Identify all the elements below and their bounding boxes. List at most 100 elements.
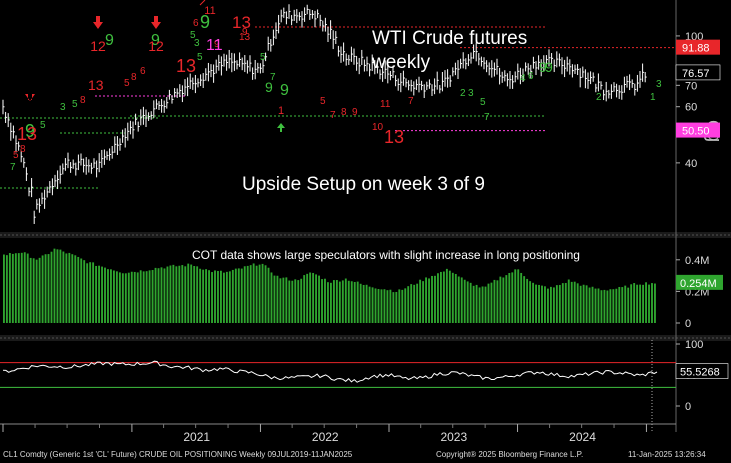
td-count-13: 13 bbox=[17, 124, 37, 144]
cot-bar bbox=[335, 280, 338, 323]
td-minor-count: 7 bbox=[270, 72, 276, 83]
td-minor-count: 1 bbox=[650, 92, 656, 103]
cot-bar bbox=[511, 272, 514, 323]
cot-bar bbox=[217, 270, 219, 323]
td-minor-count: 3 bbox=[194, 38, 200, 49]
cot-bar bbox=[178, 265, 181, 323]
osc-tick-label: 100 bbox=[685, 339, 703, 351]
td-count-9: 9 bbox=[200, 12, 210, 32]
price-level-tag bbox=[675, 64, 721, 81]
footer-ticker: CL1 Comdty (Generic 1st 'CL' Future) CRU… bbox=[3, 450, 353, 459]
td-minor-count: 7 bbox=[408, 96, 414, 107]
td-count-9: 9 bbox=[545, 59, 553, 75]
td-minor-count: 5 bbox=[320, 96, 326, 107]
td-minor-count: 2 bbox=[596, 92, 602, 103]
cot-bar bbox=[104, 267, 106, 323]
td-count-9: 9 bbox=[151, 32, 160, 49]
cot-bar bbox=[3, 254, 5, 323]
cot-bar bbox=[95, 265, 98, 323]
year-label: 2022 bbox=[312, 430, 339, 444]
cot-bar bbox=[112, 270, 115, 323]
cot-bar bbox=[169, 265, 172, 323]
cot-bar bbox=[288, 280, 291, 323]
cot-bar bbox=[362, 285, 365, 323]
cot-bar bbox=[101, 266, 103, 323]
cot-bar bbox=[86, 263, 89, 323]
td-minor-count: 5 bbox=[260, 52, 266, 63]
cot-bar bbox=[541, 285, 543, 323]
cot-bar bbox=[389, 289, 392, 323]
td-minor-count: 8 bbox=[80, 95, 86, 106]
cot-bar bbox=[350, 281, 353, 323]
cot-bar bbox=[163, 268, 166, 323]
oscillator-panel: 05010055.5268 bbox=[0, 339, 729, 413]
sell-arrow-icon bbox=[25, 94, 35, 101]
td-minor-count: 8 bbox=[131, 72, 137, 83]
td-latest-count: 3 bbox=[656, 79, 662, 90]
price-level-label: 76.57 bbox=[682, 68, 710, 80]
td-minor-count: 9 bbox=[352, 107, 358, 118]
cot-bar bbox=[234, 268, 237, 323]
cot-bar bbox=[371, 287, 374, 323]
cot-bar bbox=[428, 278, 430, 323]
chart-canvas: 406070100og91.8876.5750.5099999999131313… bbox=[0, 0, 731, 444]
cot-bar bbox=[53, 248, 56, 323]
cot-bar bbox=[365, 284, 368, 323]
cot-bar bbox=[410, 284, 413, 323]
cot-bar bbox=[190, 264, 193, 323]
footer-bar: CL1 Comdty (Generic 1st 'CL' Future) CRU… bbox=[0, 446, 731, 463]
cot-bar bbox=[561, 283, 564, 323]
cot-bar bbox=[255, 265, 258, 323]
td-minor-count: 3 bbox=[468, 88, 474, 99]
cot-bar bbox=[196, 266, 199, 323]
cot-bar bbox=[552, 287, 555, 323]
cot-bar bbox=[442, 271, 445, 323]
cot-bar bbox=[121, 273, 124, 323]
td-count-13: 13 bbox=[232, 13, 251, 32]
td-minor-count: 6 bbox=[193, 18, 199, 29]
cot-bar bbox=[600, 290, 603, 323]
cot-bar bbox=[538, 284, 540, 323]
cot-bar bbox=[356, 281, 359, 323]
td-arrow-count: 12 bbox=[148, 38, 164, 54]
cot-bar bbox=[478, 287, 481, 323]
cot-bar bbox=[544, 286, 546, 323]
cot-bar bbox=[555, 285, 558, 323]
cot-bar bbox=[502, 277, 505, 323]
cot-bar bbox=[294, 279, 297, 323]
cot-bar bbox=[282, 277, 285, 323]
year-label: 2023 bbox=[440, 430, 467, 444]
cot-bar bbox=[520, 272, 523, 323]
cot-bar bbox=[98, 265, 100, 323]
price-level-tag bbox=[676, 122, 720, 138]
cot-bar bbox=[193, 266, 196, 323]
osc-line bbox=[2, 360, 658, 383]
cot-bar bbox=[532, 282, 535, 323]
td-count-9: 9 bbox=[265, 79, 273, 95]
sell-arrow-icon bbox=[151, 16, 161, 29]
cot-bar bbox=[261, 263, 264, 323]
cot-bar bbox=[312, 272, 315, 323]
cot-bar bbox=[220, 270, 222, 323]
cot-bar bbox=[166, 266, 169, 323]
cot-bar bbox=[181, 265, 184, 323]
cot-bar bbox=[136, 272, 139, 323]
td-minor-count: 7 bbox=[484, 112, 490, 123]
cot-bar bbox=[14, 253, 17, 323]
cot-bar bbox=[493, 279, 496, 323]
cot-bar bbox=[327, 282, 329, 323]
cot-bar bbox=[416, 283, 419, 323]
cot-bar bbox=[594, 288, 597, 323]
cot-bar bbox=[211, 272, 213, 323]
cot-bar bbox=[228, 271, 231, 323]
cot-bar bbox=[529, 281, 532, 323]
cot-bar bbox=[359, 283, 362, 323]
cot-bar bbox=[285, 277, 288, 323]
cot-bar bbox=[645, 282, 647, 323]
cot-bar bbox=[32, 258, 35, 323]
year-label: 2021 bbox=[183, 430, 210, 444]
cot-bar bbox=[585, 285, 588, 323]
cot-bar bbox=[588, 287, 591, 323]
cot-bar bbox=[83, 260, 86, 323]
